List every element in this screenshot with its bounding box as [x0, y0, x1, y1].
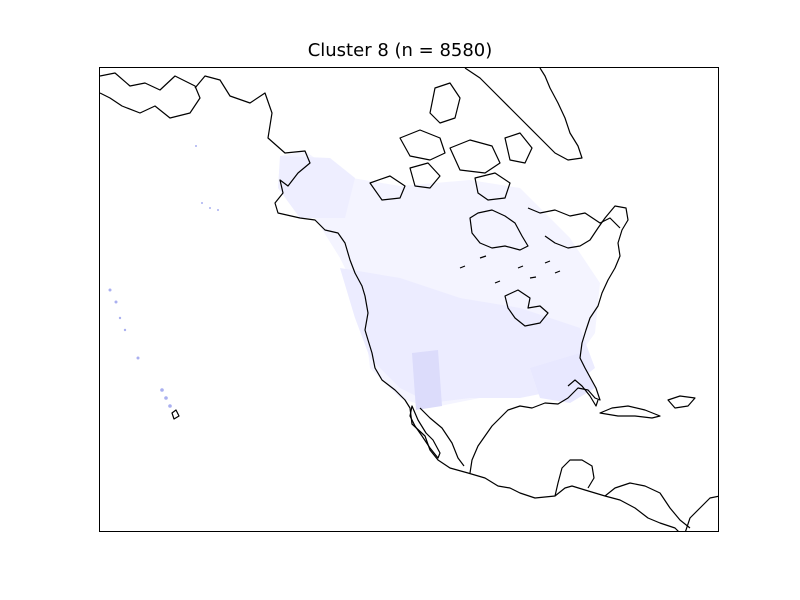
- point: [209, 207, 211, 209]
- point: [164, 396, 168, 400]
- point: [136, 356, 140, 360]
- coastline-baja: [409, 405, 441, 459]
- point: [160, 388, 164, 392]
- point: [217, 209, 219, 211]
- coastline-north-america-west: [194, 75, 679, 531]
- coastline-small-islands: [459, 255, 561, 284]
- density-region-southwest: [412, 350, 442, 410]
- coastline-florida: [567, 379, 599, 407]
- map-title: Cluster 8 (n = 8580): [307, 40, 493, 61]
- coastline-arctic-island-1: [429, 82, 461, 124]
- coastline-mexico-west: [419, 407, 465, 467]
- coastline-cuba: [599, 405, 661, 419]
- point: [123, 328, 127, 332]
- point: [195, 145, 197, 147]
- coastline-hawaii: [171, 409, 180, 420]
- coastline-siberia: [100, 72, 201, 119]
- coastline-labrador: [527, 207, 621, 229]
- coastline-central-america: [604, 482, 691, 529]
- coastline-baffin: [474, 172, 511, 201]
- density-region-southeast: [530, 353, 595, 403]
- point: [168, 404, 172, 408]
- coastline-arctic-island-2: [399, 129, 446, 161]
- coastline-layer: [100, 68, 718, 531]
- coastline-arctic-island-6: [409, 162, 441, 189]
- coastline-yucatan: [554, 459, 595, 497]
- density-region-alaska: [278, 156, 355, 218]
- coastline-arctic-island-5: [369, 175, 406, 201]
- point: [108, 288, 112, 292]
- point: [114, 300, 118, 304]
- coastline-arctic-island-3: [449, 139, 501, 174]
- coastline-greenland: [464, 68, 583, 161]
- coastline-great-lakes: [504, 289, 549, 327]
- density-layer: [278, 151, 600, 410]
- hawaii-points-layer: [108, 145, 219, 408]
- point: [118, 316, 122, 320]
- map-frame: [99, 67, 719, 532]
- point: [201, 202, 203, 204]
- coastline-north-america-east: [469, 205, 629, 474]
- coastline-south-america: [685, 495, 718, 531]
- coastline-arctic-island-4: [504, 132, 533, 164]
- coastline-hudson-bay: [469, 209, 529, 251]
- map-canvas: [100, 68, 718, 531]
- coastline-hispaniola: [667, 395, 696, 409]
